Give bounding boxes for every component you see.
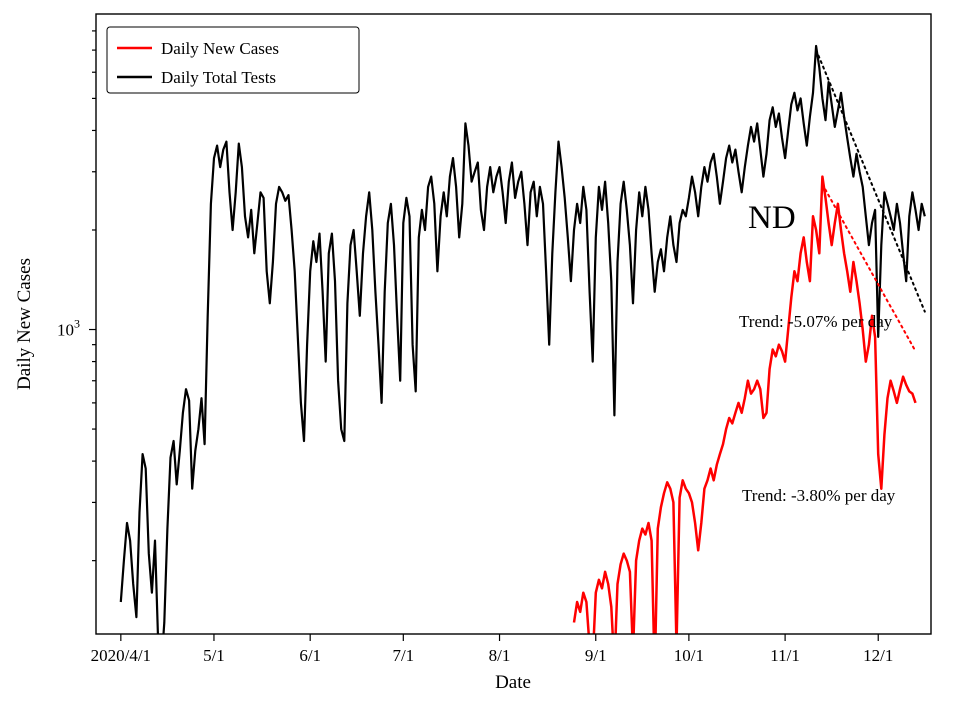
state-annotation: ND (748, 200, 796, 236)
legend-label-daily-total-tests: Daily Total Tests (161, 68, 276, 87)
x-tick-label: 11/1 (770, 646, 800, 665)
legend-box (106, 26, 360, 94)
x-tick-label: 7/1 (392, 646, 414, 665)
x-tick-label: 2020/4/1 (91, 646, 151, 665)
legend-label-daily-new-cases: Daily New Cases (161, 39, 279, 58)
x-tick-label: 9/1 (585, 646, 607, 665)
tests-trend-line (815, 49, 926, 313)
series-daily-total-tests (119, 44, 926, 634)
plot-series-group (119, 44, 926, 634)
x-tick-label: 5/1 (203, 646, 225, 665)
y-axis-major-tick-label: 103 (57, 317, 80, 340)
x-tick-label: 10/1 (674, 646, 704, 665)
x-axis-label: Date (495, 672, 531, 693)
cases-trend-label: Trend: -3.80% per day (742, 486, 896, 505)
legend: Daily New Cases Daily Total Tests (106, 26, 360, 94)
tests-trend-label: Trend: -5.07% per day (739, 312, 893, 331)
cases-trend-line (821, 183, 917, 353)
x-tick-label: 6/1 (299, 646, 321, 665)
x-tick-label: 8/1 (489, 646, 511, 665)
x-tick-label: 12/1 (863, 646, 893, 665)
plot-border (95, 13, 932, 635)
y-axis-label: Daily New Cases (14, 258, 35, 390)
y-axis-ticks (89, 30, 96, 562)
series-daily-new-cases (572, 175, 917, 634)
x-axis-ticks: 2020/4/1 5/1 6/1 7/1 8/1 9/1 10/1 11/1 12/1 (91, 634, 893, 665)
